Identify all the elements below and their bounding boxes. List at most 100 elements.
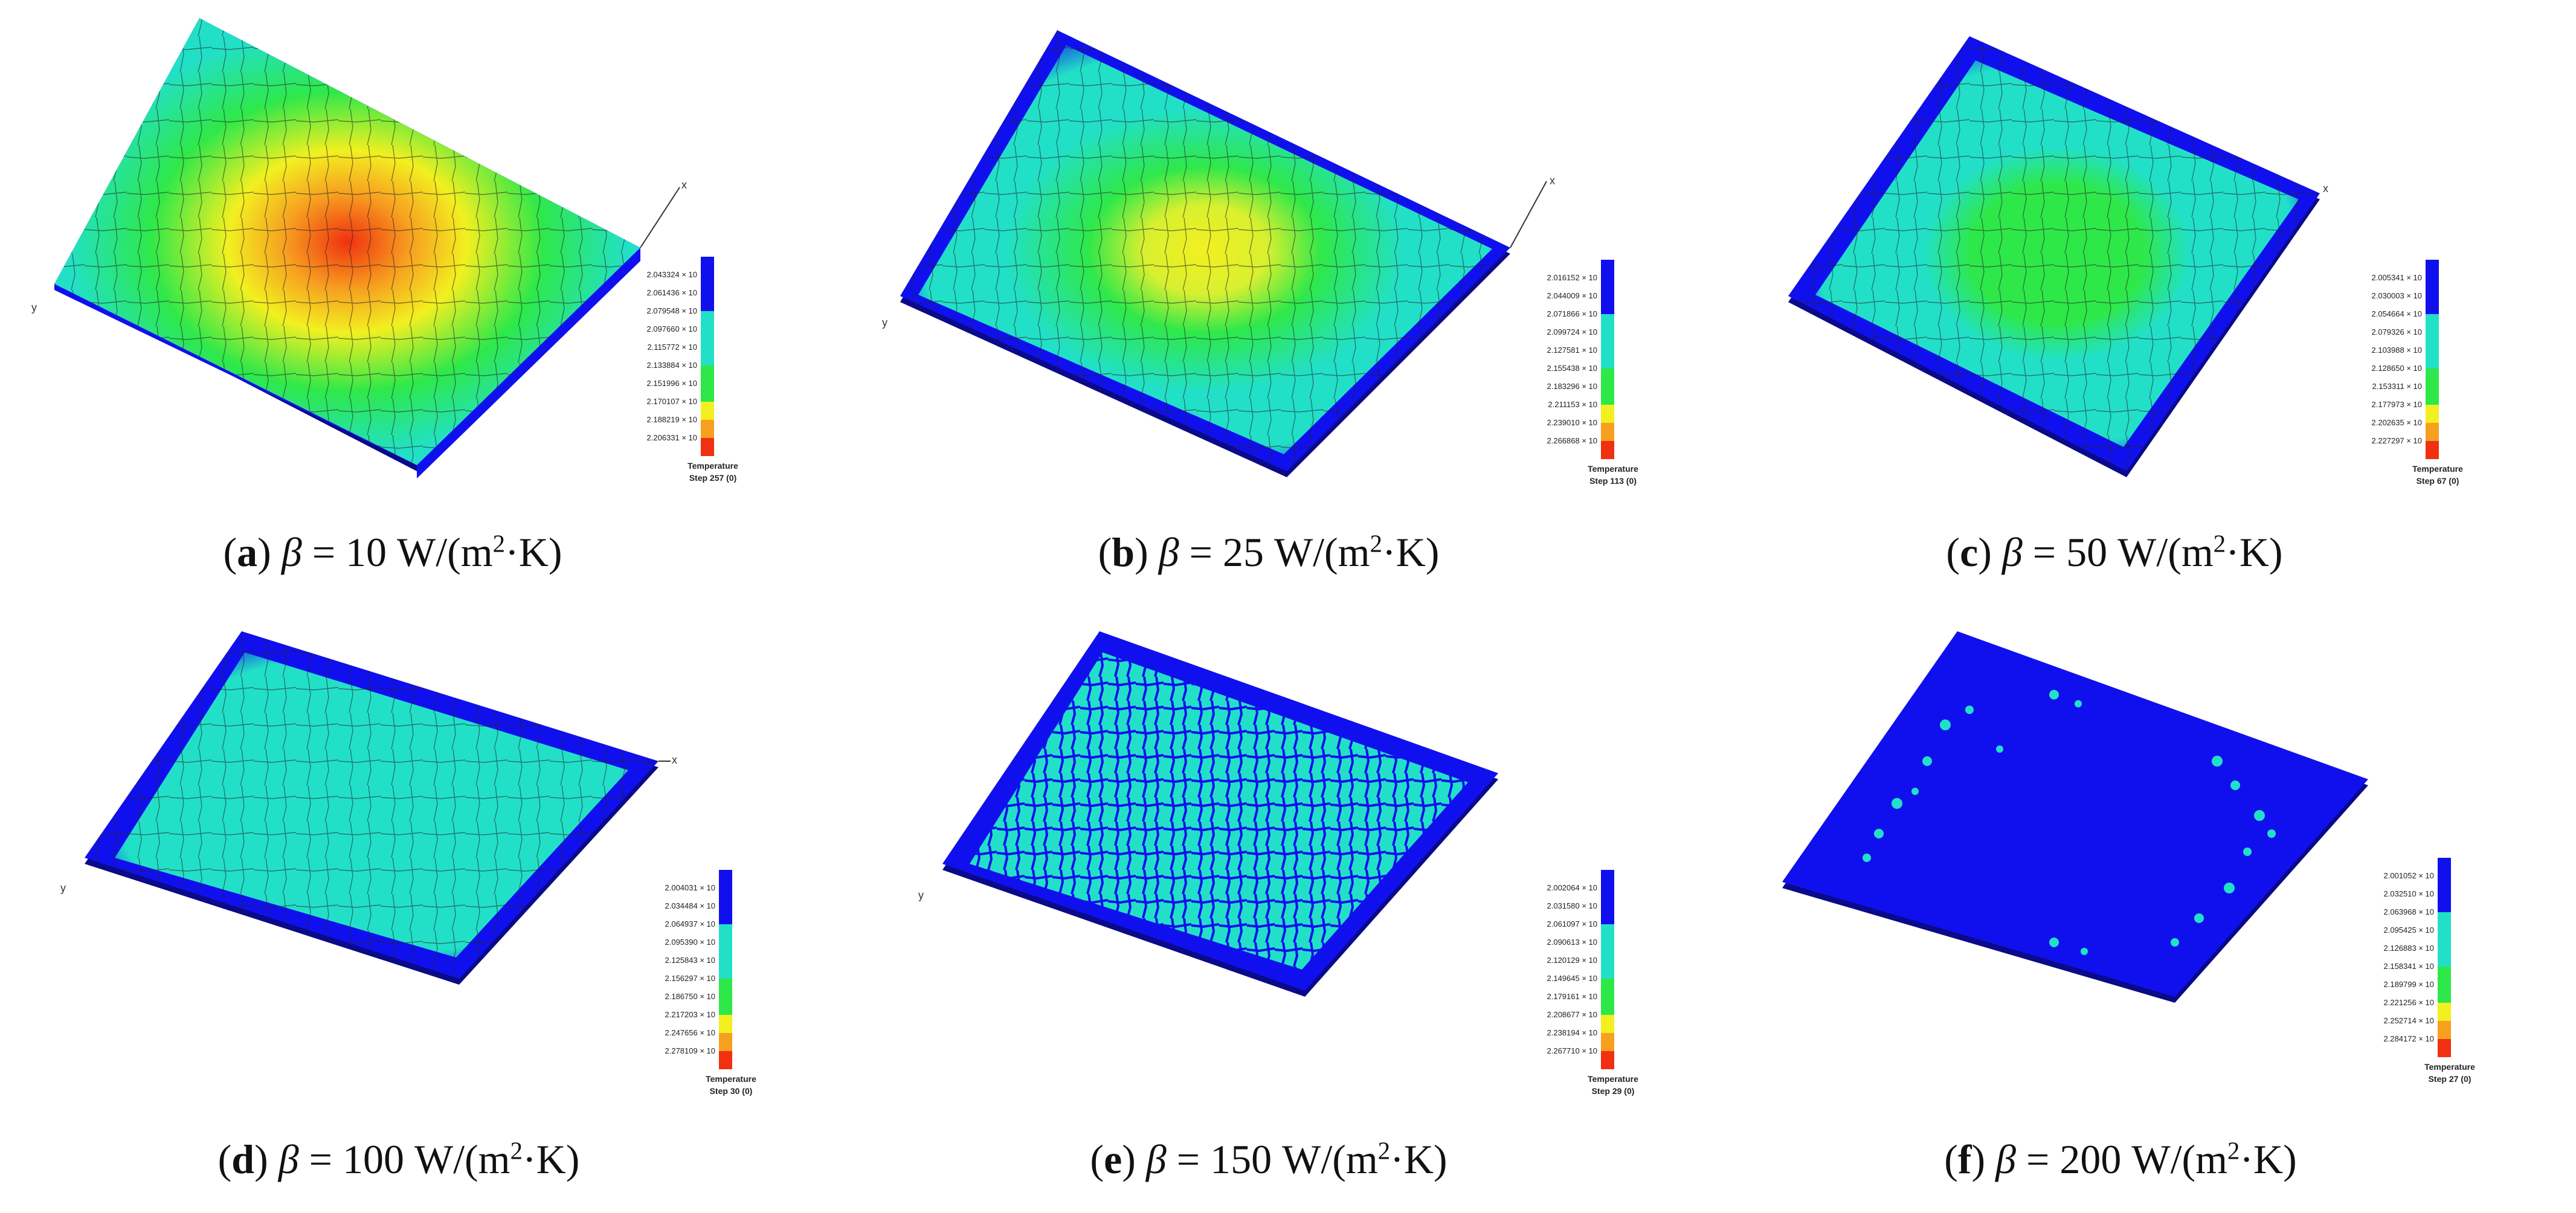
caption-tail: ·K)	[2226, 529, 2283, 575]
legend-value: 2.155438 × 10	[1547, 364, 1598, 373]
legend-value: 2.054664 × 10	[2371, 309, 2423, 318]
legend-value: 2.202635 × 10	[2371, 418, 2423, 427]
legend-step: Step 30 (0)	[709, 1086, 753, 1096]
legend-swatch	[719, 870, 732, 888]
caption-open: (	[1090, 1136, 1104, 1182]
legend-title: Temperature	[2412, 464, 2463, 474]
legend-value: 2.128650 × 10	[2371, 364, 2423, 373]
legend-value: 2.221256 × 10	[2383, 998, 2435, 1007]
legend-value: 2.103988 × 10	[2371, 346, 2423, 355]
legend-value: 2.186750 × 10	[665, 992, 716, 1001]
caption-value: = 25 W/(m	[1179, 529, 1370, 575]
legend-value: 2.030003 × 10	[2371, 291, 2423, 300]
legend-swatch	[701, 347, 714, 365]
legend-value: 2.158341 × 10	[2383, 962, 2435, 971]
legend-value: 2.217203 × 10	[665, 1010, 716, 1019]
legend-c: 2.005341 × 10 2.030003 × 10 2.054664 × 10 2…	[2311, 260, 2565, 513]
legend-value: 2.278109 × 10	[665, 1046, 716, 1055]
legend-swatch	[2426, 278, 2439, 296]
caption-f: (f) β = 200 W/(m2·K)	[1698, 1136, 2543, 1183]
legend-value: 2.127581 × 10	[1547, 346, 1598, 355]
caption-beta: β	[281, 529, 302, 575]
legend-colorbar	[701, 257, 714, 456]
legend-swatch	[2438, 1039, 2451, 1057]
caption-close: )	[1135, 529, 1159, 575]
legend-swatch	[1601, 1015, 1614, 1033]
plate-f	[1782, 631, 2368, 1003]
legend-value: 2.252714 × 10	[2383, 1016, 2435, 1025]
legend-a: 2.043324 × 10 2.061436 × 10 2.079548 × 10 2…	[586, 257, 840, 510]
legend-swatch	[2438, 930, 2451, 948]
legend-swatch	[2438, 1003, 2451, 1021]
caption-beta: β	[1995, 1136, 2017, 1182]
legend-swatch	[719, 997, 732, 1015]
legend-swatch	[2438, 985, 2451, 1003]
caption-superscript: 2	[1377, 1137, 1391, 1165]
caption-close: )	[1122, 1136, 1146, 1182]
legend-swatch	[2438, 948, 2451, 967]
caption-tail: ·K)	[505, 529, 562, 575]
legend-swatch	[1601, 405, 1614, 423]
legend-value: 2.149645 × 10	[1547, 974, 1598, 983]
legend-swatch	[701, 293, 714, 311]
caption-value: = 100 W/(m	[298, 1136, 510, 1182]
legend-title: Temperature	[1588, 1074, 1638, 1084]
panel-d: x y 2.004031 × 10 2.034484 × 10 2.064937 ×…	[0, 604, 858, 1213]
caption-tail: ·K)	[522, 1136, 580, 1182]
legend-swatch	[2438, 1021, 2451, 1039]
y-axis-label-a: y	[31, 301, 37, 314]
legend-swatch	[701, 402, 714, 420]
legend-value: 2.238194 × 10	[1547, 1028, 1598, 1037]
legend-swatch	[2438, 967, 2451, 985]
legend-swatch	[2426, 260, 2439, 278]
legend-value: 2.064937 × 10	[665, 919, 716, 928]
legend-value: 2.002064 × 10	[1547, 883, 1598, 892]
legend-swatch	[719, 888, 732, 906]
legend-b: 2.016152 × 10 2.044009 × 10 2.071866 × 10 2…	[1486, 260, 1740, 513]
legend-swatch	[2426, 441, 2439, 459]
legend-swatch	[719, 1051, 732, 1069]
legend-colorbar	[1601, 260, 1614, 459]
caption-open: (	[1946, 529, 1960, 575]
legend-swatch	[1601, 350, 1614, 368]
legend-swatch	[719, 1015, 732, 1033]
legend-swatch	[719, 906, 732, 924]
legend-value: 2.211153 × 10	[1548, 400, 1597, 409]
x-axis-label-c: x	[2323, 182, 2328, 195]
legend-swatch	[1601, 979, 1614, 997]
legend-swatch	[1601, 260, 1614, 278]
legend-swatch	[1601, 942, 1614, 960]
legend-swatch	[1601, 924, 1614, 942]
legend-value: 2.188219 × 10	[646, 415, 698, 424]
caption-b: (b) β = 25 W/(m2·K)	[846, 529, 1692, 576]
caption-superscript: 2	[510, 1137, 523, 1165]
legend-value: 2.097660 × 10	[646, 324, 698, 333]
plate-e: y	[918, 631, 1498, 997]
caption-letter: b	[1112, 529, 1135, 575]
legend-value: 2.034484 × 10	[665, 901, 716, 910]
caption-superscript: 2	[1370, 530, 1382, 558]
legend-swatch	[701, 329, 714, 347]
legend-swatch	[1601, 368, 1614, 387]
caption-letter: a	[237, 529, 258, 575]
y-axis-label-b: y	[882, 317, 887, 329]
legend-value: 2.206331 × 10	[646, 433, 698, 442]
legend-swatch	[1601, 387, 1614, 405]
legend-step: Step 113 (0)	[1589, 476, 1637, 486]
legend-swatch	[1601, 441, 1614, 459]
legend-value: 2.177973 × 10	[2371, 400, 2423, 409]
legend-swatch	[2426, 405, 2439, 423]
legend-swatch	[701, 420, 714, 438]
legend-value: 2.016152 × 10	[1547, 273, 1598, 282]
caption-open: (	[1098, 529, 1112, 575]
caption-superscript: 2	[2213, 530, 2226, 558]
legend-title: Temperature	[1588, 464, 1638, 474]
legend-swatch	[1601, 1033, 1614, 1051]
legend-swatch	[701, 365, 714, 384]
caption-close: )	[257, 529, 282, 575]
x-axis-label-d: x	[672, 754, 677, 766]
legend-swatch	[701, 311, 714, 329]
caption-beta: β	[278, 1136, 299, 1182]
legend-value: 2.208677 × 10	[1547, 1010, 1598, 1019]
legend-value: 2.090613 × 10	[1547, 938, 1598, 947]
